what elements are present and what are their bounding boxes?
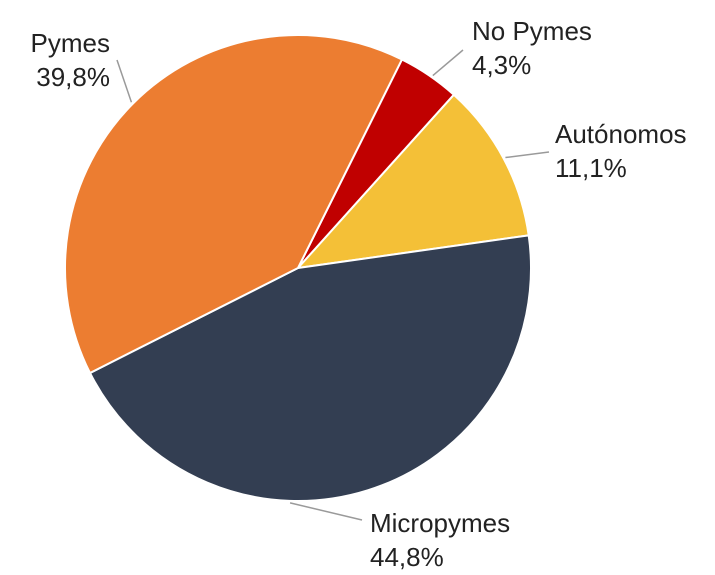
leader-line-aut-nomos xyxy=(505,151,550,159)
leader-line-no-pymes xyxy=(432,49,464,77)
leader-line-micropymes xyxy=(289,502,363,521)
pie-slice-pymes xyxy=(64,34,404,375)
slice-value-aut-nomos: 11,1% xyxy=(555,153,627,183)
slice-value-no-pymes: 4,3% xyxy=(472,50,531,80)
slice-label-micropymes: Micropymes xyxy=(370,508,510,538)
labels-layer: No Pymes 4,3% Autónomos 11,1% Micropymes 44,8… xyxy=(31,16,687,572)
leader-line-pymes xyxy=(116,59,133,103)
slice-label-no-pymes: No Pymes xyxy=(472,16,592,46)
slices-layer xyxy=(64,34,532,502)
slice-label-pymes: Pymes xyxy=(31,28,110,58)
slice-value-micropymes: 44,8% xyxy=(370,542,444,570)
slice-value-pymes: 39,8% xyxy=(36,62,110,92)
pie-slice-aut-nomos xyxy=(295,93,530,270)
slice-label-aut-nomos: Autónomos xyxy=(555,119,687,149)
pie-slice-micropymes xyxy=(88,234,532,502)
leader-lines-layer xyxy=(116,49,550,521)
